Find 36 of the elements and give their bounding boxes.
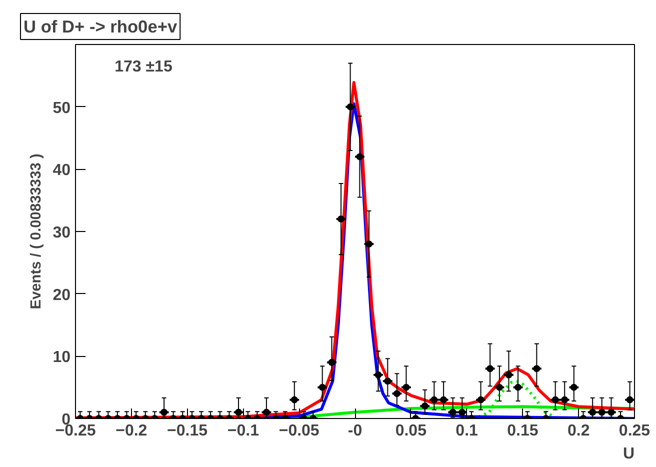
- x-tick-label: 0.25: [618, 422, 650, 440]
- y-tick-label: 30: [52, 224, 71, 242]
- x-tick-label: −0.15: [167, 422, 208, 440]
- x-axis-title: U: [622, 446, 635, 462]
- x-tick-label: −0.1: [227, 422, 260, 440]
- point: [533, 365, 540, 372]
- x-tick-label: −0.2: [116, 422, 148, 440]
- y-tick-label: 40: [52, 162, 71, 180]
- x-tick-label: −0.05: [278, 422, 320, 440]
- point: [318, 384, 326, 391]
- point: [290, 396, 298, 404]
- chart-title: U of D+ -> rho0e+v: [24, 16, 178, 36]
- point: [384, 378, 392, 385]
- point: [338, 216, 345, 223]
- point: [570, 384, 578, 391]
- point: [402, 384, 410, 391]
- x-tick-label: 0.2: [567, 422, 590, 440]
- point: [514, 384, 522, 391]
- x-tick-label: -0: [348, 422, 362, 440]
- x-tick-label: 0.1: [456, 422, 478, 440]
- x-tick-label: 0.05: [395, 422, 427, 440]
- point: [477, 396, 484, 404]
- point: [346, 103, 354, 110]
- y-axis-title: Events / ( 0.00833333 ): [28, 154, 45, 310]
- point: [505, 371, 512, 378]
- point: [328, 358, 336, 366]
- y-tick-label: 10: [52, 349, 71, 366]
- point: [356, 153, 364, 160]
- x-tick-label: 0.15: [507, 422, 538, 440]
- point: [365, 240, 372, 248]
- point: [421, 402, 428, 410]
- y-tick-label: 50: [52, 100, 71, 117]
- point: [626, 396, 634, 404]
- point: [374, 371, 382, 378]
- y-tick-label: 20: [52, 286, 71, 304]
- annotation: 173 ±15: [114, 58, 172, 76]
